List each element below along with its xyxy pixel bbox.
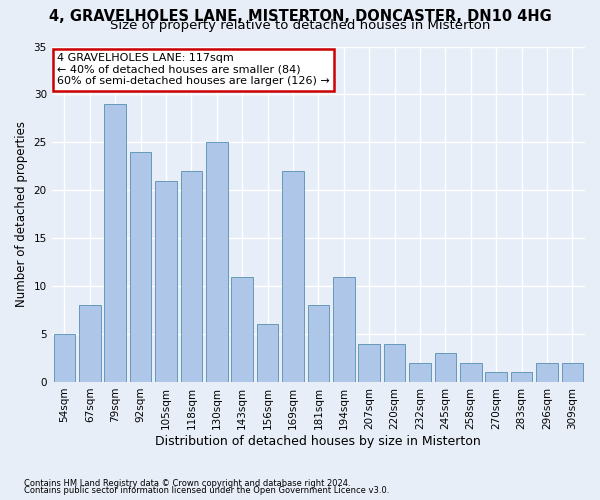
Text: Contains public sector information licensed under the Open Government Licence v3: Contains public sector information licen…: [24, 486, 389, 495]
Text: Size of property relative to detached houses in Misterton: Size of property relative to detached ho…: [110, 19, 490, 32]
Bar: [536, 363, 557, 382]
Text: Contains HM Land Registry data © Crown copyright and database right 2024.: Contains HM Land Registry data © Crown c…: [24, 478, 350, 488]
Bar: [282, 171, 304, 382]
X-axis label: Distribution of detached houses by size in Misterton: Distribution of detached houses by size …: [155, 434, 481, 448]
Bar: [333, 276, 355, 382]
Text: 4 GRAVELHOLES LANE: 117sqm
← 40% of detached houses are smaller (84)
60% of semi: 4 GRAVELHOLES LANE: 117sqm ← 40% of deta…: [57, 53, 330, 86]
Bar: [130, 152, 151, 382]
Bar: [384, 344, 406, 382]
Bar: [104, 104, 126, 382]
Bar: [460, 363, 482, 382]
Bar: [358, 344, 380, 382]
Bar: [562, 363, 583, 382]
Bar: [257, 324, 278, 382]
Bar: [232, 276, 253, 382]
Bar: [511, 372, 532, 382]
Bar: [79, 306, 101, 382]
Bar: [308, 306, 329, 382]
Y-axis label: Number of detached properties: Number of detached properties: [15, 121, 28, 307]
Bar: [155, 180, 177, 382]
Bar: [485, 372, 507, 382]
Bar: [409, 363, 431, 382]
Bar: [53, 334, 75, 382]
Text: 4, GRAVELHOLES LANE, MISTERTON, DONCASTER, DN10 4HG: 4, GRAVELHOLES LANE, MISTERTON, DONCASTE…: [49, 9, 551, 24]
Bar: [181, 171, 202, 382]
Bar: [206, 142, 227, 382]
Bar: [434, 353, 456, 382]
